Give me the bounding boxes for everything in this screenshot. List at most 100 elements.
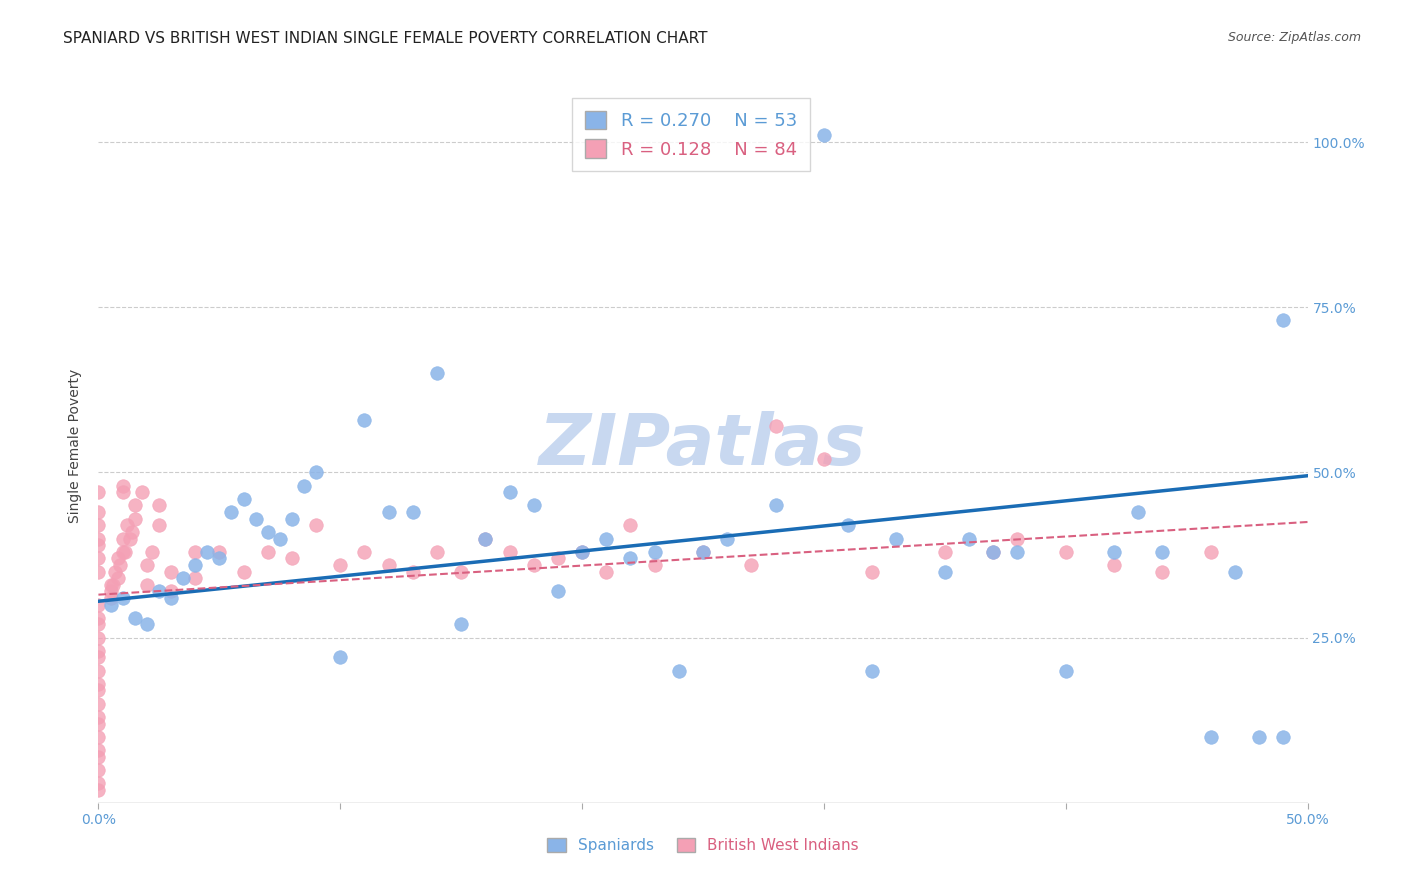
Point: [148, 584, 170, 599]
Point: [100, 578, 122, 592]
Point: [87, 485, 110, 500]
Point: [765, 499, 787, 513]
Point: [232, 565, 254, 579]
Point: [87, 710, 110, 724]
Point: [114, 545, 136, 559]
Point: [402, 565, 425, 579]
Point: [101, 578, 124, 592]
Point: [221, 505, 243, 519]
Point: [426, 367, 449, 381]
Point: [305, 518, 328, 533]
Point: [981, 545, 1004, 559]
Point: [87, 683, 110, 698]
Point: [353, 412, 375, 426]
Point: [668, 664, 690, 678]
Point: [329, 558, 352, 572]
Point: [104, 565, 127, 579]
Point: [1007, 532, 1029, 546]
Point: [87, 763, 110, 777]
Point: [121, 524, 143, 539]
Point: [111, 478, 134, 492]
Point: [402, 505, 425, 519]
Point: [1102, 558, 1125, 572]
Point: [111, 532, 134, 546]
Point: [107, 571, 129, 585]
Point: [87, 518, 110, 533]
Point: [87, 538, 110, 552]
Point: [571, 545, 593, 559]
Point: [111, 591, 134, 605]
Point: [377, 505, 399, 519]
Point: [87, 749, 110, 764]
Point: [256, 524, 278, 539]
Point: [184, 571, 207, 585]
Point: [269, 532, 291, 546]
Point: [740, 558, 762, 572]
Point: [160, 584, 183, 599]
Point: [87, 532, 110, 546]
Text: SPANIARD VS BRITISH WEST INDIAN SINGLE FEMALE POVERTY CORRELATION CHART: SPANIARD VS BRITISH WEST INDIAN SINGLE F…: [63, 31, 707, 46]
Point: [981, 545, 1004, 559]
Point: [108, 558, 131, 572]
Point: [135, 578, 157, 592]
Point: [813, 452, 835, 467]
Point: [117, 518, 139, 533]
Point: [87, 782, 110, 797]
Point: [87, 505, 110, 519]
Text: Source: ZipAtlas.com: Source: ZipAtlas.com: [1227, 31, 1361, 45]
Point: [124, 511, 146, 525]
Point: [571, 545, 593, 559]
Point: [1223, 565, 1246, 579]
Point: [87, 716, 110, 731]
Point: [644, 545, 666, 559]
Point: [160, 565, 183, 579]
Point: [1152, 565, 1174, 579]
Point: [1102, 545, 1125, 559]
Point: [523, 558, 546, 572]
Point: [148, 499, 170, 513]
Point: [716, 532, 738, 546]
Point: [1199, 730, 1222, 744]
Point: [644, 558, 666, 572]
Point: [1007, 545, 1029, 559]
Point: [547, 584, 569, 599]
Point: [184, 545, 207, 559]
Point: [160, 591, 183, 605]
Point: [1128, 505, 1150, 519]
Point: [837, 518, 859, 533]
Point: [498, 485, 520, 500]
Point: [87, 650, 110, 665]
Point: [100, 598, 122, 612]
Point: [450, 565, 472, 579]
Point: [87, 664, 110, 678]
Point: [208, 545, 231, 559]
Point: [934, 565, 956, 579]
Point: [141, 545, 163, 559]
Point: [426, 545, 449, 559]
Text: ZIPatlas: ZIPatlas: [540, 411, 866, 481]
Point: [1272, 313, 1295, 327]
Point: [1249, 730, 1271, 744]
Point: [172, 571, 194, 585]
Point: [256, 545, 278, 559]
Point: [292, 478, 315, 492]
Point: [87, 565, 110, 579]
Point: [619, 551, 641, 566]
Point: [107, 551, 129, 566]
Point: [100, 591, 122, 605]
Point: [450, 617, 472, 632]
Point: [498, 545, 520, 559]
Point: [148, 518, 170, 533]
Point: [124, 499, 146, 513]
Point: [1054, 545, 1077, 559]
Point: [934, 545, 956, 559]
Point: [232, 491, 254, 506]
Point: [87, 730, 110, 744]
Point: [692, 545, 714, 559]
Point: [886, 532, 908, 546]
Point: [111, 485, 134, 500]
Point: [765, 419, 787, 434]
Point: [547, 551, 569, 566]
Point: [87, 776, 110, 790]
Point: [184, 558, 207, 572]
